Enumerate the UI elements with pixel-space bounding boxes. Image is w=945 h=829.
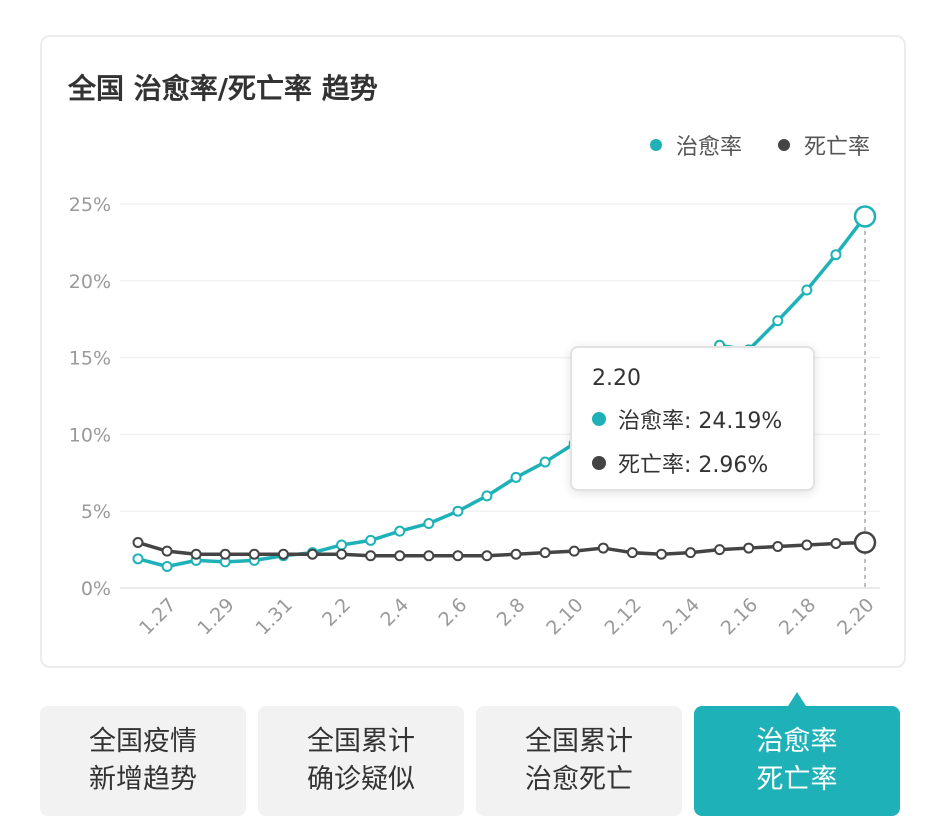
legend-label: 死亡率 [803, 135, 870, 160]
legend-label: 治愈率 [675, 135, 742, 160]
x-tick-label: 2.2 [318, 594, 355, 631]
data-point [830, 249, 842, 261]
highlight-point [853, 205, 877, 228]
y-tick-label: 0% [81, 578, 111, 600]
data-point [394, 550, 406, 562]
x-tick-label: 1.31 [251, 594, 296, 639]
data-point [423, 550, 435, 562]
data-point [248, 548, 260, 560]
data-point [336, 548, 348, 560]
line-chart[interactable]: 0% 5% 10% 15% 20% 25% 1.27 1.29 1.31 2.2 2.4 2.6 2.8… [0, 0, 945, 680]
tab-national-new[interactable]: 全国疫情 新增趋势 [40, 706, 246, 816]
y-tick-label: 20% [69, 271, 111, 293]
x-tick-label: 2.6 [434, 594, 471, 631]
data-point [365, 550, 377, 562]
tab-label-line2: 治愈死亡 [525, 764, 633, 795]
data-point [772, 541, 784, 553]
tab-cure-death-rate[interactable]: 治愈率 死亡率 [694, 692, 900, 816]
data-point [772, 315, 784, 327]
series-line-death [137, 540, 866, 558]
data-point [568, 545, 580, 557]
data-point [365, 534, 377, 546]
tooltip-value: 治愈率: 24.19% [618, 409, 783, 434]
x-tick-label: 2.18 [775, 594, 820, 639]
y-tick-label: 10% [69, 424, 111, 446]
data-point [597, 542, 609, 554]
data-point [714, 544, 726, 556]
tab-cured-dead[interactable]: 全国累计 治愈死亡 [476, 706, 682, 816]
dot-icon [592, 412, 606, 426]
x-tick-label: 1.29 [193, 594, 238, 639]
x-tick-label: 2.20 [833, 594, 878, 639]
data-point [161, 545, 173, 557]
data-point [190, 548, 202, 560]
data-point [830, 537, 842, 549]
y-tick-label: 15% [69, 348, 111, 370]
x-tick-label: 2.14 [659, 594, 704, 639]
data-point [132, 537, 144, 549]
tab-label-line2: 死亡率 [756, 764, 838, 795]
data-point [801, 284, 813, 296]
y-tick-label: 5% [81, 501, 111, 523]
data-point [801, 539, 813, 551]
tab-label-line2: 确诊疑似 [307, 764, 415, 795]
data-point [277, 548, 289, 560]
tab-label-line1: 全国疫情 [89, 726, 197, 757]
data-point [481, 550, 493, 562]
highlight-point [853, 531, 877, 554]
chart-tabs: 全国疫情 新增趋势 全国累计 确诊疑似 全国累计 治愈死亡 治愈率 死亡率 [40, 692, 900, 816]
data-point [161, 560, 173, 572]
data-point [132, 553, 144, 565]
legend-dot-icon [649, 139, 662, 151]
data-point [743, 542, 755, 554]
data-point [394, 525, 406, 537]
data-point [336, 539, 348, 551]
legend-item-cure[interactable]: 治愈率 [649, 129, 742, 161]
x-tick-label: 2.10 [542, 594, 587, 639]
dot-icon [592, 456, 606, 470]
tooltip-row-death: 死亡率: 2.96% [592, 447, 813, 479]
data-point [219, 548, 231, 560]
data-point [306, 548, 318, 560]
tab-label-line2: 新增趋势 [89, 764, 197, 795]
x-tick-label: 2.16 [717, 594, 762, 639]
tooltip-date: 2.20 [592, 366, 641, 391]
chart-legend: 治愈率 死亡率 [649, 129, 870, 161]
data-point [655, 548, 667, 560]
data-point [539, 456, 551, 468]
legend-dot-icon [777, 139, 790, 151]
data-point [626, 547, 638, 559]
tooltip-row-cure: 治愈率: 24.19% [592, 403, 813, 435]
y-tick-label: 25% [69, 194, 111, 216]
x-tick-label: 2.8 [493, 594, 530, 631]
x-tick-label: 2.12 [600, 594, 645, 639]
data-point [510, 548, 522, 560]
data-point [510, 471, 522, 483]
tooltip-value: 死亡率: 2.96% [618, 453, 769, 478]
chart-title: 全国 治愈率/死亡率 趋势 [68, 72, 378, 105]
data-point [685, 547, 697, 559]
x-tick-label: 1.27 [135, 594, 180, 639]
data-point [452, 505, 464, 517]
x-tick-label: 2.4 [376, 594, 413, 631]
tab-label-line1: 治愈率 [756, 726, 838, 757]
data-point [481, 490, 493, 502]
tab-label-line1: 全国累计 [525, 726, 633, 757]
data-point [539, 547, 551, 559]
legend-item-death[interactable]: 死亡率 [777, 129, 870, 161]
data-point [452, 550, 464, 562]
tab-label-line1: 全国累计 [307, 726, 415, 757]
data-point [423, 517, 435, 529]
tab-confirmed-suspected[interactable]: 全国累计 确诊疑似 [258, 706, 464, 816]
chart-tooltip: 2.20 治愈率: 24.19% 死亡率: 2.96% [570, 346, 815, 491]
